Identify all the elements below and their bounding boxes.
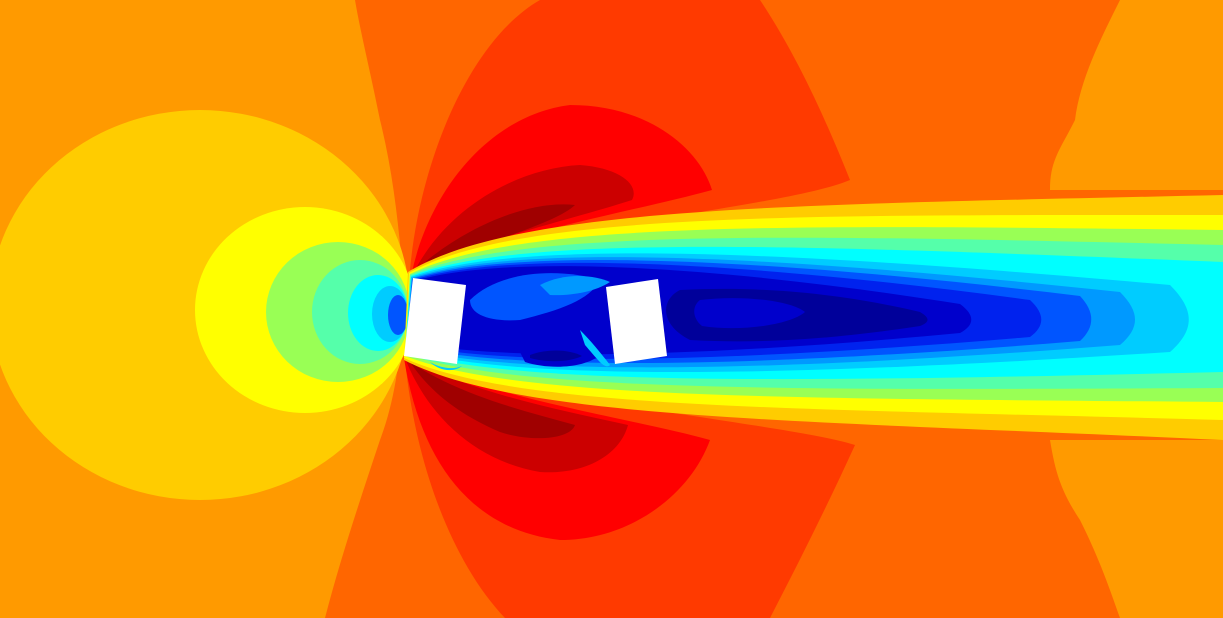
upper-maroon-lobe [425, 204, 575, 262]
upstream-blue-zone [388, 295, 408, 335]
gap-light-blue-blob [540, 276, 610, 296]
rear-body-sky-streak [580, 330, 610, 367]
upstream-obstacle [404, 278, 466, 364]
wake-deep-patch [694, 298, 805, 329]
lower-maroon-lobe [410, 362, 575, 439]
front-body-sky-edge [430, 362, 462, 371]
downstream-obstacle [606, 279, 667, 364]
gap-navy-blob [530, 350, 582, 362]
